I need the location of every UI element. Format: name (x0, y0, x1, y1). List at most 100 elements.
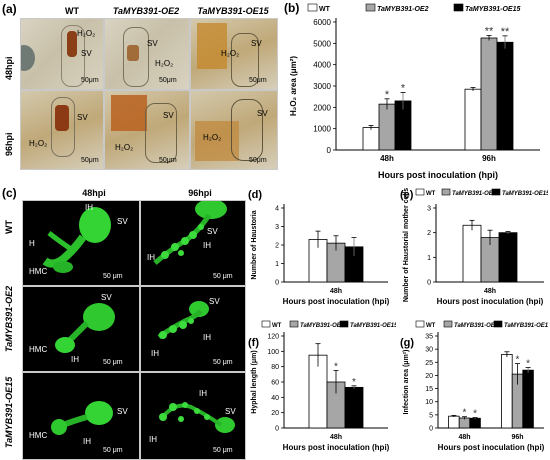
legend-label: TaMYB391-OE15 (504, 323, 548, 329)
significance-mark: * (526, 359, 530, 370)
significance-mark: ** (485, 25, 494, 37)
panel-letter: (e) (400, 189, 414, 201)
label-ih: IH (147, 253, 155, 262)
label-ih: IH (199, 389, 207, 398)
x-tick-label: 48h (330, 288, 342, 295)
label-hmc: HMC (29, 267, 48, 276)
bar-wt (464, 88, 482, 151)
bar-tamyb391-oe2 (378, 103, 396, 151)
significance-mark: * (334, 362, 338, 373)
y-axis-label: H₂O₂ area (μm²) (289, 56, 298, 116)
panel-c-header-96: 96hpi (188, 188, 212, 198)
scale-bar: 50μm (81, 77, 99, 84)
legend-label: TaMYB391-OE2 (300, 323, 345, 329)
y-tick-label: 4 (275, 206, 279, 213)
bar-tamyb391-oe15 (498, 232, 518, 283)
y-tick-label: 35 (425, 334, 433, 341)
scale-bar: 50 μm (103, 447, 123, 454)
label-sv: SV (209, 297, 220, 306)
y-axis-label: Hyphal length (μm) (251, 350, 258, 413)
panel-a-header-oe15: TaMYB391-OE15 (197, 6, 269, 16)
y-tick-label: 6000 (313, 18, 331, 27)
legend-swatch (339, 320, 349, 328)
bar-wt (501, 354, 513, 429)
y-tick-label: 80 (271, 364, 279, 371)
x-tick-label: 48h (484, 288, 496, 295)
scale-bar: 50μm (81, 157, 99, 164)
label-h2o2: H₂O₂ (155, 59, 174, 68)
scale-bar: 50 μm (213, 447, 233, 454)
panel-a-letter: (a) (2, 2, 17, 16)
y-tick-label: 25 (425, 360, 433, 367)
significance-mark: * (516, 355, 520, 366)
label-sv: SV (163, 111, 174, 120)
panel-c-letter: (c) (2, 186, 17, 200)
y-tick-label: 3 (275, 224, 279, 231)
label-sv: SV (101, 293, 112, 302)
significance-mark: * (463, 408, 467, 419)
bar-wt (362, 127, 380, 151)
bar-tamyb391-oe15 (522, 369, 534, 429)
micrograph-a-oe15-96: SV H₂O₂ 50μm (190, 90, 278, 170)
legend-label: TaMYB391-OE15 (350, 323, 396, 329)
label-hmc: HMC (29, 431, 48, 440)
legend-swatch (453, 3, 464, 12)
legend-label: TaMYB391-OE2 (452, 191, 497, 197)
label-h2o2: H₂O₂ (203, 133, 222, 142)
y-tick-label: 0 (275, 426, 279, 433)
label-ih: IH (203, 241, 211, 250)
chart-number-hmc: (e) WT TaMYB391-OE2 TaMYB391-OE15 0 1 2 3 Number… (400, 188, 548, 306)
micrograph-c-wt-96: SV IH IH 50 μm (140, 200, 246, 286)
x-axis-label: Hours post inoculation (hpi) (283, 297, 390, 306)
y-tick-label: 2 (275, 243, 279, 250)
y-tick-label: 3 (427, 206, 431, 213)
y-tick-label: 20 (425, 373, 433, 380)
label-sv: SV (207, 227, 218, 236)
significance-mark: * (401, 82, 406, 94)
legend-label: WT (426, 191, 436, 197)
chart-hyphal-length: (f) WT TaMYB391-OE2 TaMYB391-OE15 0 20 40 60 80 1… (248, 320, 396, 452)
panel-letter: (g) (400, 337, 414, 349)
x-axis-label: Hours post inoculation (hpi) (378, 170, 498, 180)
y-tick-label: 0 (429, 426, 433, 433)
legend-swatch (289, 320, 299, 328)
panel-c-row-oe15: TaMYB391-OE15 (4, 376, 14, 448)
bar-tamyb391-oe15 (344, 386, 364, 429)
y-tick-label: 1 (275, 261, 279, 268)
y-tick-label: 0 (427, 280, 431, 287)
label-sv: SV (257, 109, 268, 118)
scale-bar: 50 μm (103, 273, 123, 280)
label-sv: SV (117, 217, 128, 226)
label-sv: SV (81, 49, 92, 58)
y-tick-label: 4000 (313, 61, 331, 70)
panel-a-header-wt: WT (65, 6, 79, 16)
label-h2o2: H₂O₂ (221, 49, 240, 58)
legend-swatch (415, 320, 425, 328)
scale-bar: 50 μm (213, 359, 233, 366)
panel-letter: (d) (248, 189, 262, 201)
legend-swatch (491, 188, 501, 196)
x-tick-label: 96h (482, 154, 496, 163)
y-tick-label: 20 (271, 410, 279, 417)
panel-a-row-96: 96hpi (4, 132, 14, 156)
bar-wt (462, 224, 482, 283)
label-ih: IH (83, 437, 91, 446)
label-h: H (29, 239, 35, 248)
micrograph-c-oe2-48: SV HMC IH 50 μm (22, 286, 140, 372)
x-tick-label: 48h (330, 434, 342, 441)
legend-swatch (365, 3, 376, 12)
y-tick-label: 1 (427, 255, 431, 262)
y-tick-label: 10 (425, 399, 433, 406)
scale-bar: 50μm (159, 77, 177, 84)
y-tick-label: 1000 (313, 125, 331, 134)
legend-swatch (493, 320, 503, 328)
label-h2o2: H₂O₂ (29, 139, 48, 148)
panel-a-header-oe2: TaMYB391-OE2 (112, 6, 180, 16)
legend-label: TaMYB391-OE15 (502, 191, 548, 197)
legend-swatch (261, 320, 271, 328)
micrograph-a-oe2-48: SV H₂O₂ 50μm (104, 18, 190, 90)
y-tick-label: 60 (271, 380, 279, 387)
label-sv: SV (117, 407, 128, 416)
y-axis-label: Infection area (μm²) (403, 350, 410, 415)
label-hmc: HMC (29, 345, 48, 354)
